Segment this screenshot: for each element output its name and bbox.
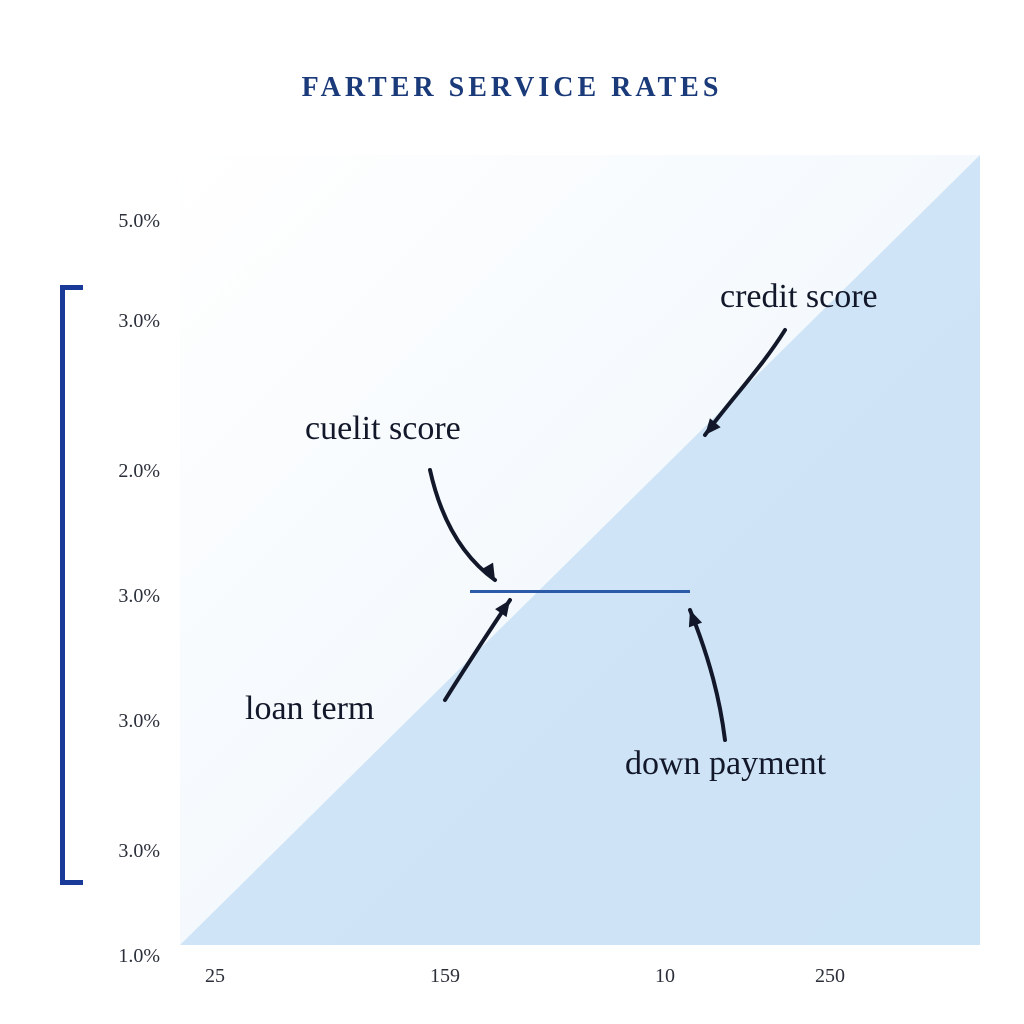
y-tick-label: 3.0% [90,310,160,333]
y-tick-label: 3.0% [90,585,160,608]
y-tick-label: 3.0% [90,710,160,733]
x-tick-label: 159 [415,965,475,988]
arrowhead-group [481,418,721,627]
chart-title: FARTER SERVICE RATES [0,72,1024,104]
annotation-cuelit-score: cuelit score [305,410,461,448]
chart-container: FARTER SERVICE RATES 5.0% 3.0% 2.0% 3.0% 3.0… [0,0,1024,1024]
x-tick-label: 10 [635,965,695,988]
plot-svg [0,0,1024,1024]
arrow-group [430,330,785,740]
annotation-down-payment: down payment [625,745,826,783]
x-tick-label: 25 [185,965,245,988]
annotation-loan-term: loan term [245,690,374,728]
y-tick-label: 5.0% [90,210,160,233]
y-axis-bracket [60,285,83,885]
annotation-credit-score: credit score [720,278,878,316]
plot-area-fill [180,155,980,945]
y-tick-label: 3.0% [90,840,160,863]
data-line [470,590,690,593]
plot-background [180,155,980,945]
x-tick-label: 250 [800,965,860,988]
y-tick-label: 1.0% [90,945,160,968]
y-tick-label: 2.0% [90,460,160,483]
